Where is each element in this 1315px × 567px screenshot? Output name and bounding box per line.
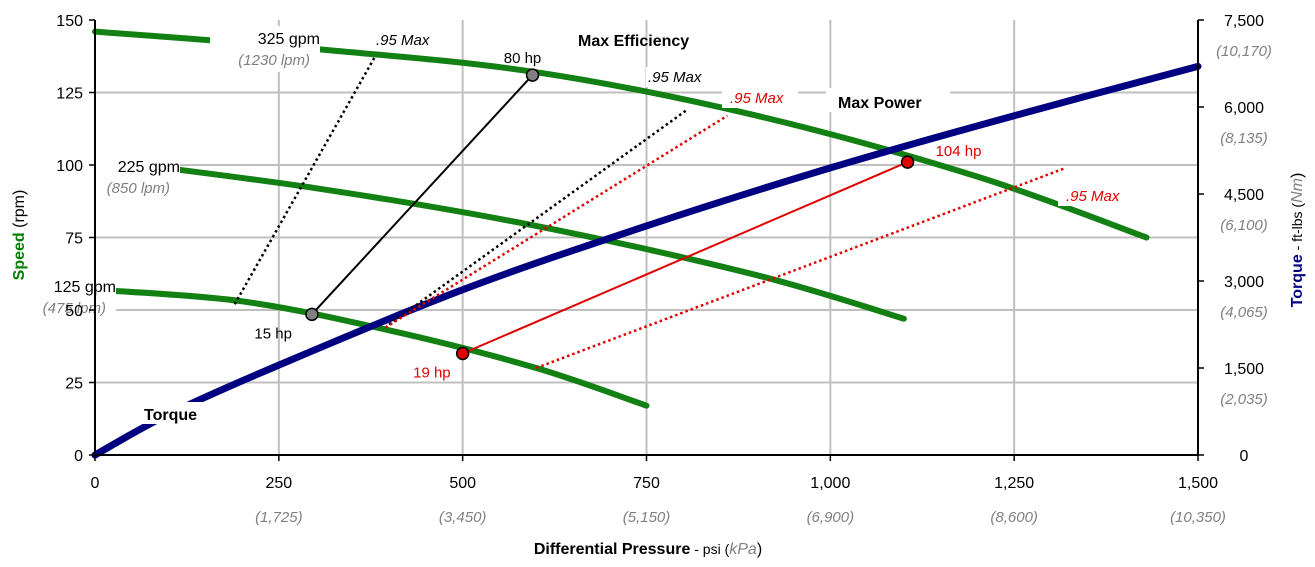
- power-band-label: .95 Max: [730, 90, 784, 107]
- curve-label-sub: (475 lpm): [43, 300, 106, 317]
- torque-label-bg: [140, 402, 220, 424]
- curve-label-sub: (850 lpm): [107, 180, 170, 197]
- x-sub-tick-label: (1,725): [255, 509, 303, 526]
- power-point: [900, 155, 915, 169]
- band-label-bg: [646, 67, 718, 87]
- max-power-title: Max Power: [838, 95, 922, 112]
- y-right-sub-tick-label: (8,135): [1220, 130, 1268, 147]
- y-right-sub-tick-label: (10,170): [1216, 43, 1272, 60]
- max-efficiency-title: Max Efficiency: [578, 33, 689, 50]
- x-tick-label: 250: [265, 475, 292, 492]
- efficiency-band-line: [388, 108, 688, 326]
- efficiency-point: [305, 307, 319, 322]
- x-axis-title: Differential Pressure - psi (kPa): [534, 541, 762, 558]
- curve-label-bg: [6, 274, 116, 320]
- x-tick-label: 1,250: [994, 475, 1034, 492]
- speed-curve-2: [92, 286, 650, 409]
- power-band-line: [535, 166, 1067, 370]
- y-right-tick-label: 4,500: [1224, 187, 1264, 204]
- band-label-bg: [1058, 186, 1134, 206]
- power-point: [455, 346, 470, 361]
- annotation-layer: 325 gpm (1230 lpm) 225 gpm (850 lpm) 125 gpm…: [6, 26, 1134, 424]
- power-band-label: .95 Max: [1066, 188, 1120, 205]
- x-tick-label: 750: [633, 475, 660, 492]
- tick-labels: 0 250 500 750 1,000 1,250 1,500(1,725) (3,450)(…: [56, 13, 1272, 526]
- y-right-sub-tick-label: (2,035): [1220, 391, 1268, 408]
- efficiency-point: [525, 68, 540, 82]
- y-left-tick-label: 75: [65, 231, 83, 248]
- efficiency-point-label: 80 hp: [504, 50, 542, 67]
- curve-label: 225 gpm: [118, 159, 180, 176]
- power-point-label: 19 hp: [413, 365, 451, 382]
- torque-label: Torque: [144, 407, 197, 424]
- y-left-tick-label: 0: [74, 448, 83, 465]
- y-left-tick-label: 50: [65, 303, 83, 320]
- curve-label: 125 gpm: [54, 279, 116, 296]
- y-left-tick-label: 100: [56, 158, 83, 175]
- y-right-tick-label: 1,500: [1224, 361, 1264, 378]
- axes: [89, 19, 1204, 461]
- efficiency-band-label: .95 Max: [648, 69, 702, 86]
- y-right-tick-label: 7,500: [1224, 13, 1264, 30]
- y-left-tick-label: 125: [56, 86, 83, 103]
- x-tick-label: 0: [91, 475, 100, 492]
- y-right-axis-title: Torque - ft-lbs (Nm): [1289, 173, 1306, 308]
- curve-label-bg: [210, 26, 320, 72]
- y-right-tick-label: 6,000: [1224, 100, 1264, 117]
- x-tick-label: 1,500: [1178, 475, 1218, 492]
- y-left-axis-title: Speed (rpm): [11, 190, 28, 281]
- y-right-sub-tick-label: (4,065): [1220, 304, 1268, 321]
- curve-label: 325 gpm: [258, 31, 320, 48]
- x-tick-label: 500: [449, 475, 476, 492]
- band-label-bg: [722, 88, 798, 108]
- power-point-label: 104 hp: [936, 143, 982, 160]
- x-sub-tick-label: (6,900): [807, 509, 855, 526]
- curve-label-bg: [70, 154, 180, 200]
- x-sub-tick-label: (5,150): [623, 509, 671, 526]
- x-sub-tick-label: (8,600): [990, 509, 1038, 526]
- torque-curve: [91, 62, 1202, 459]
- x-tick-label: 1,000: [810, 475, 850, 492]
- band-label-bg: [374, 30, 446, 50]
- x-sub-tick-label: (3,450): [439, 509, 487, 526]
- max-power-title-bg: [826, 88, 950, 112]
- y-right-sub-tick-label: (6,100): [1220, 217, 1268, 234]
- efficiency-band-label: .95 Max: [376, 32, 430, 49]
- efficiency-line: [311, 74, 534, 316]
- x-sub-tick-label: (10,350): [1170, 509, 1226, 526]
- curve-label-sub: (1230 lpm): [238, 52, 310, 69]
- efficiency-point-label: 15 hp: [254, 325, 292, 342]
- y-right-tick-label: 0: [1240, 448, 1249, 465]
- power-line: [462, 161, 908, 355]
- y-left-tick-label: 25: [65, 376, 83, 393]
- speed-curve-1: [92, 156, 907, 322]
- power-band-line: [384, 114, 729, 329]
- y-right-tick-label: 3,000: [1224, 274, 1264, 291]
- y-left-tick-label: 150: [56, 13, 83, 30]
